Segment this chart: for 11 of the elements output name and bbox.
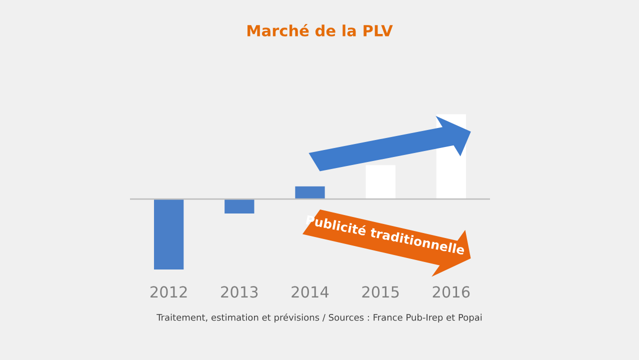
x-tick-label: 2014 bbox=[292, 286, 329, 298]
bar bbox=[295, 186, 325, 200]
x-tick-label: 2015 bbox=[362, 286, 399, 298]
x-tick-label: 2016 bbox=[432, 286, 470, 298]
bar bbox=[154, 199, 184, 270]
text: Traitement, estimation et prévisions / Sources : France Pub-Irep et Popai bbox=[156, 313, 482, 323]
x-tick-label: 2012 bbox=[150, 286, 187, 298]
x-tick-label: 2013 bbox=[221, 286, 258, 298]
bar bbox=[366, 165, 396, 200]
bar bbox=[224, 199, 254, 214]
chart-title: Marché de la PLV bbox=[248, 24, 393, 36]
